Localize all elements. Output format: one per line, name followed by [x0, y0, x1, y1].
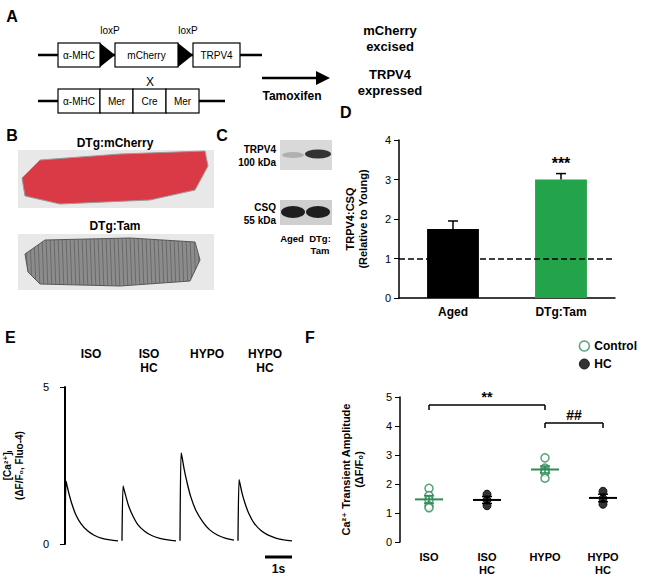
svg-text:HC: HC — [595, 564, 611, 576]
svg-text:HC: HC — [140, 361, 158, 375]
svg-text:55 kDa: 55 kDa — [244, 215, 277, 226]
svg-text:(Relative to Young): (Relative to Young) — [357, 169, 369, 269]
svg-text:HYPO: HYPO — [587, 551, 619, 563]
svg-text:Mer: Mer — [108, 96, 126, 107]
svg-text:ISO: ISO — [81, 347, 102, 361]
svg-text:Ca²⁺ Transient Amplitude: Ca²⁺ Transient Amplitude — [340, 404, 352, 536]
svg-text:F: F — [305, 329, 315, 346]
svg-text:0: 0 — [386, 536, 392, 548]
svg-text:loxP: loxP — [178, 25, 198, 36]
svg-text:5: 5 — [386, 391, 392, 403]
svg-text:0: 0 — [385, 292, 391, 304]
svg-text:Cre: Cre — [141, 96, 158, 107]
svg-text:TRPV4:CSQ: TRPV4:CSQ — [344, 187, 356, 250]
svg-text:3: 3 — [385, 174, 391, 186]
svg-text:**: ** — [482, 389, 493, 405]
svg-text:TRPV4: TRPV4 — [200, 50, 233, 61]
svg-text:DTg:Tam: DTg:Tam — [89, 219, 140, 233]
svg-text:(ΔF/F₀): (ΔF/F₀) — [353, 451, 365, 488]
svg-text:ISO: ISO — [139, 347, 160, 361]
svg-text:TRPV4expressed: TRPV4expressed — [358, 67, 422, 98]
svg-text:mCherry: mCherry — [127, 50, 165, 61]
svg-text:4: 4 — [385, 134, 391, 146]
svg-text:ISO: ISO — [420, 551, 439, 563]
svg-text:1s: 1s — [272, 562, 286, 576]
svg-text:D: D — [340, 104, 352, 121]
svg-text:HYPO: HYPO — [190, 347, 224, 361]
svg-text:Mer: Mer — [174, 96, 192, 107]
svg-text:X: X — [146, 75, 154, 89]
svg-text:2: 2 — [386, 478, 392, 490]
svg-text:1: 1 — [385, 253, 391, 265]
svg-text:HC: HC — [479, 564, 495, 576]
svg-text:Tamoxifen: Tamoxifen — [262, 89, 321, 103]
svg-text:CSQ: CSQ — [254, 202, 276, 213]
svg-text:100 kDa: 100 kDa — [238, 157, 276, 168]
svg-text:HC: HC — [256, 361, 274, 375]
svg-text:A: A — [6, 8, 18, 25]
svg-text:TRPV4: TRPV4 — [244, 144, 277, 155]
svg-text:1: 1 — [386, 507, 392, 519]
svg-text:2: 2 — [385, 213, 391, 225]
svg-text:***: *** — [552, 155, 571, 172]
svg-text:E: E — [5, 329, 16, 346]
svg-text:HYPO: HYPO — [529, 551, 561, 563]
svg-text:mCherryexcised: mCherryexcised — [363, 23, 417, 54]
svg-text:Aged: Aged — [280, 233, 304, 244]
svg-text:3: 3 — [386, 449, 392, 461]
svg-text:Control: Control — [594, 339, 637, 353]
svg-text:0: 0 — [43, 538, 49, 550]
svg-text:loxP: loxP — [100, 25, 120, 36]
svg-text:Aged: Aged — [438, 305, 468, 319]
svg-text:4: 4 — [386, 420, 392, 432]
svg-text:##: ## — [566, 407, 582, 423]
svg-text:α-MHC: α-MHC — [63, 96, 95, 107]
svg-text:HC: HC — [594, 357, 612, 371]
svg-text:DTg:Tam: DTg:Tam — [535, 305, 586, 319]
svg-text:B: B — [6, 127, 18, 144]
svg-text:[Ca²⁺]ᵢ: [Ca²⁺]ᵢ — [2, 450, 13, 480]
svg-text:(ΔF/F₀, Fluo-4): (ΔF/F₀, Fluo-4) — [14, 431, 25, 500]
svg-text:α-MHC: α-MHC — [63, 50, 95, 61]
svg-text:DTg:mCherry: DTg:mCherry — [77, 136, 154, 150]
svg-text:5: 5 — [43, 381, 49, 393]
svg-text:C: C — [216, 127, 228, 144]
svg-text:ISO: ISO — [478, 551, 497, 563]
svg-text:HYPO: HYPO — [248, 347, 282, 361]
svg-text:DTg:Tam: DTg:Tam — [309, 233, 331, 256]
